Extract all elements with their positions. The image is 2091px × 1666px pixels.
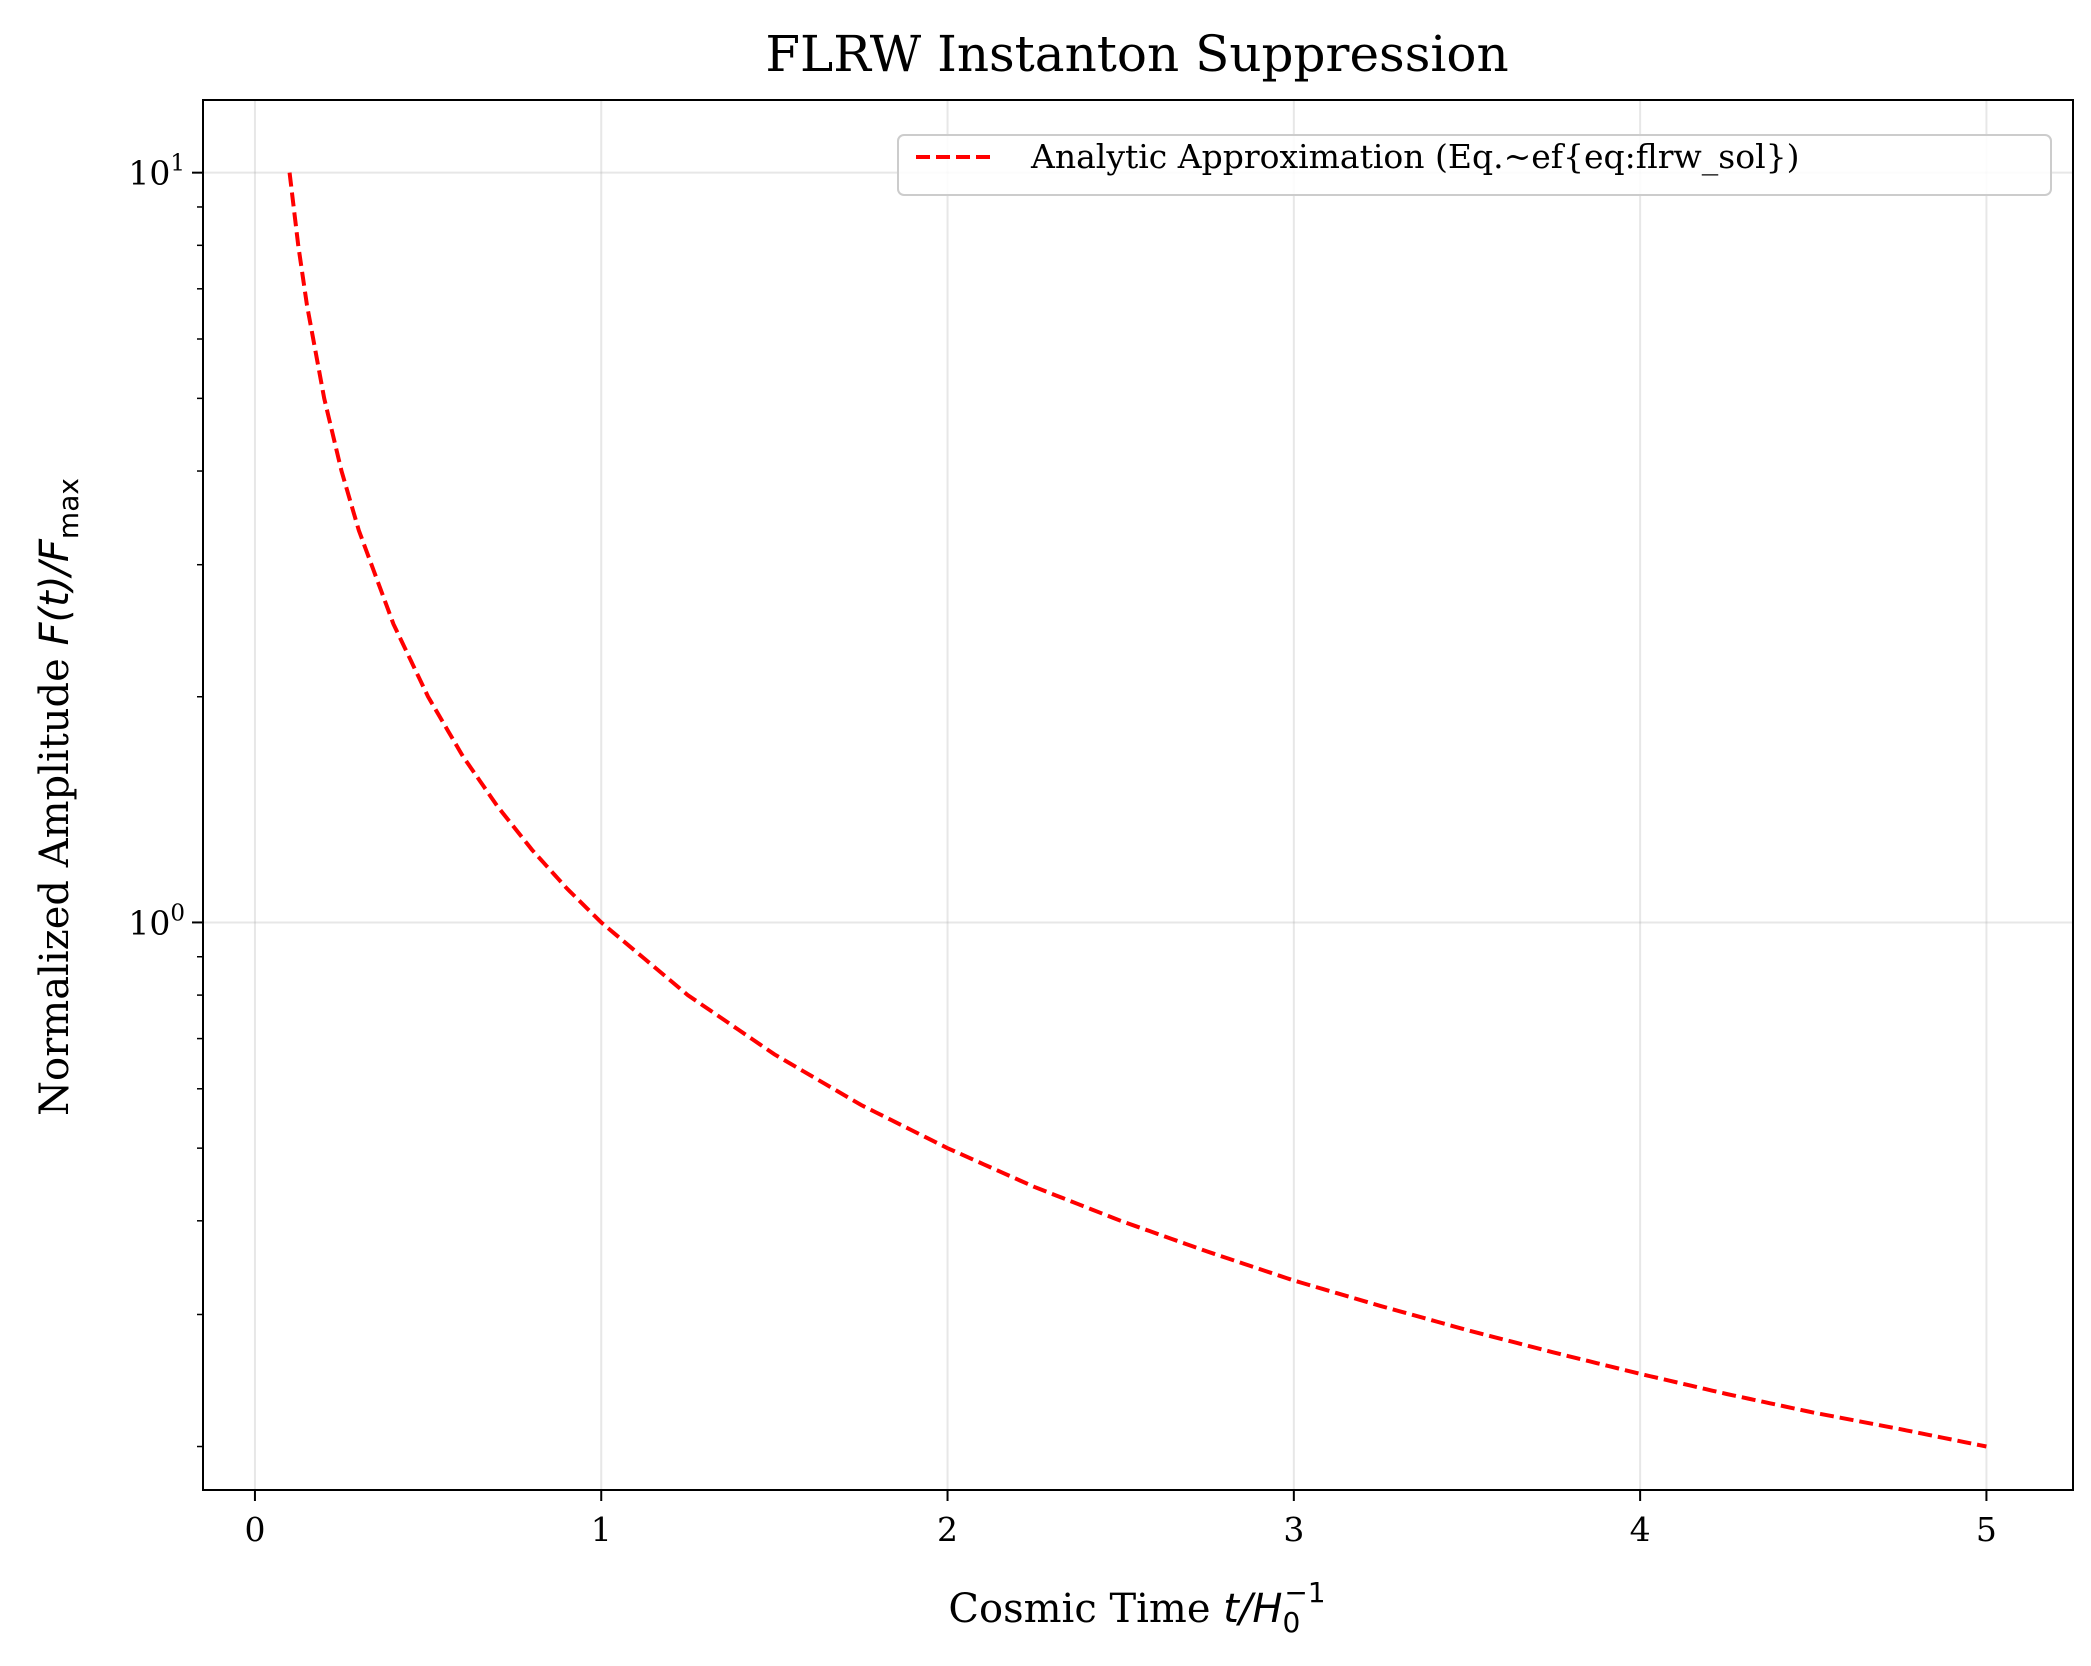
legend: Analytic Approximation (Eq.~ef{eq:flrw_…: [898, 135, 2051, 195]
y-axis-label-var: F(t)/F: [32, 538, 78, 645]
y-tick-label-exponent: 0: [170, 900, 185, 926]
x-tick-label: 1: [591, 1510, 612, 1549]
y-axis-label-sub: max: [52, 478, 85, 539]
legend-entry-label: Analytic Approximation (Eq.~ef{eq:flrw_…: [1030, 137, 1800, 177]
y-tick-label-exponent: 1: [170, 151, 185, 177]
y-tick-label-base: 10: [128, 154, 170, 193]
x-tick-label: 5: [1976, 1510, 1997, 1549]
x-axis-label-text: Cosmic Time: [948, 1586, 1223, 1632]
x-axis-label-var: t/H: [1223, 1586, 1282, 1632]
x-tick-label: 0: [244, 1510, 265, 1549]
x-tick-label: 4: [1630, 1510, 1651, 1549]
x-axis-label: Cosmic Time t/H0−1: [948, 1576, 1325, 1639]
x-tick-label: 2: [937, 1510, 958, 1549]
y-axis-label-text: Normalized Amplitude: [32, 645, 78, 1115]
x-axis-label-sub: 0: [1282, 1606, 1300, 1639]
y-axis-label: Normalized Amplitude F(t)/Fmax: [32, 478, 85, 1116]
x-tick-label: 3: [1283, 1510, 1304, 1549]
x-axis-label-sup: −1: [1284, 1576, 1325, 1609]
y-tick-label-base: 10: [128, 903, 170, 942]
chart-title: FLRW Instanton Suppression: [765, 25, 1508, 83]
